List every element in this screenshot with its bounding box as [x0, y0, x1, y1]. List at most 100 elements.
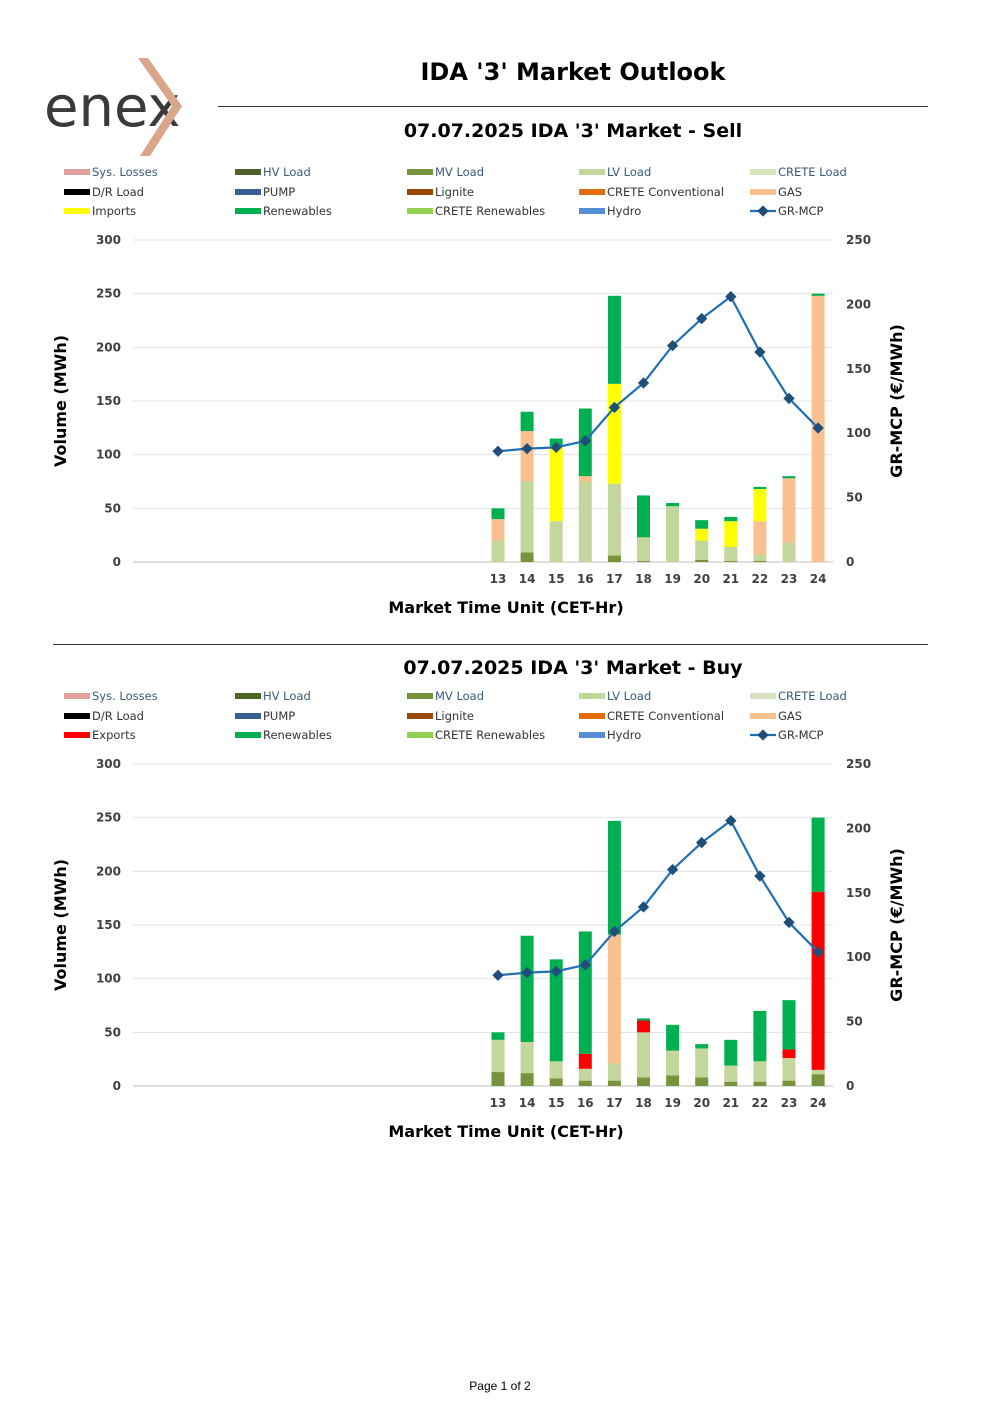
enex-logo: enex	[44, 56, 204, 160]
mcp-point-20	[696, 312, 708, 325]
bar-mv-load-17	[607, 555, 621, 562]
bar-mv-load-24	[811, 1074, 825, 1086]
legend-marker-gr-mcp	[757, 205, 769, 217]
bar-lv-load-22	[753, 1061, 767, 1082]
y2-tick-label: 250	[846, 233, 871, 247]
bar-lv-load-17	[607, 483, 621, 556]
sell-bars	[491, 293, 825, 562]
y-tick-label: 200	[96, 340, 121, 354]
bar-lv-load-15	[549, 521, 563, 562]
bar-renewables-17	[607, 820, 621, 935]
mcp-point-15	[550, 441, 562, 454]
legend-label-lv-load: LV Load	[607, 689, 651, 703]
legend-swatch-hv-load	[235, 169, 261, 175]
bar-mv-load-14	[520, 552, 534, 562]
legend-label-lignite: Lignite	[435, 709, 474, 723]
page-title: IDA '3' Market Outlook	[420, 58, 726, 86]
bar-gas-22	[753, 521, 767, 555]
x-tick-label: 21	[722, 572, 739, 586]
legend-swatch-sys-losses	[64, 693, 90, 699]
x-tick-label: 19	[664, 1096, 681, 1110]
mcp-point-19	[666, 863, 679, 876]
bar-renewables-20	[695, 1044, 709, 1049]
title-divider	[218, 106, 928, 107]
mcp-point-22	[754, 346, 766, 358]
bar-lv-load-15	[549, 1061, 563, 1079]
x-tick-label: 23	[781, 1096, 798, 1110]
bar-renewables-16	[578, 931, 592, 1054]
x-axis-title: Market Time Unit (CET-Hr)	[388, 1122, 623, 1141]
legend-label-crete-conventional: CRETE Conventional	[607, 185, 724, 199]
legend-swatch-lv-load	[579, 169, 605, 175]
sell-legend: Sys. Losses HV Load MV Load LV Load CRETE Lo…	[64, 165, 847, 218]
legend-label-crete-load: CRETE Load	[778, 165, 847, 179]
x-tick-label: 19	[664, 572, 681, 586]
y2-tick-label: 200	[846, 297, 871, 311]
legend-swatch-gas	[750, 713, 776, 719]
bar-gas-17	[607, 934, 621, 1064]
bar-lv-load-22	[753, 554, 767, 561]
bar-lv-load-21	[724, 1065, 738, 1082]
y2-tick-label: 150	[846, 362, 871, 376]
bar-lv-load-17	[607, 1063, 621, 1081]
legend-label-hv-load: HV Load	[263, 689, 311, 703]
legend-label-crete-renewables: CRETE Renewables	[435, 204, 545, 218]
bar-exports-23	[782, 1049, 796, 1059]
bar-renewables-18	[637, 495, 650, 538]
y2-axis-title: GR-MCP (€/MWh)	[887, 848, 906, 1002]
y-tick-label: 150	[96, 394, 121, 408]
y-tick-label: 300	[96, 233, 121, 247]
bar-gas-23	[782, 478, 796, 543]
mcp-point-24	[812, 946, 824, 958]
x-tick-label: 24	[810, 572, 827, 586]
bar-mv-load-21	[724, 560, 738, 562]
x-tick-label: 14	[519, 1096, 536, 1110]
mcp-point-19	[666, 339, 679, 352]
legend-label-mv-load: MV Load	[435, 689, 484, 703]
bar-renewables-14	[520, 411, 534, 432]
legend-swatch-crete-renewables	[407, 732, 433, 738]
mcp-point-16	[579, 959, 591, 971]
legend-label-d-r-load: D/R Load	[92, 709, 144, 723]
page-footer: Page 1 of 2	[469, 1379, 531, 1393]
x-tick-label: 24	[810, 1096, 827, 1110]
logo-x-accent	[138, 58, 182, 156]
bar-mv-load-13	[491, 1072, 505, 1086]
bar-lv-load-14	[520, 1041, 534, 1074]
bar-lv-load-13	[491, 540, 505, 562]
bar-lv-load-14	[520, 481, 534, 553]
legend-label-imports: Imports	[92, 204, 136, 218]
legend-swatch-d-r-load	[64, 713, 90, 719]
mcp-point-15	[550, 965, 562, 978]
bar-lv-load-21	[724, 546, 738, 561]
x-tick-label: 20	[693, 1096, 710, 1110]
legend-swatch-sys-losses	[64, 169, 90, 175]
mcp-point-14	[521, 442, 533, 455]
bar-mv-load-19	[666, 1075, 680, 1086]
mcp-point-18	[637, 377, 650, 389]
bar-mv-load-22	[753, 1081, 767, 1086]
mcp-point-17	[608, 925, 621, 938]
y2-tick-label: 200	[846, 821, 871, 835]
bar-lv-load-18	[637, 537, 650, 561]
x-tick-label: 22	[752, 1096, 769, 1110]
bar-renewables-22	[753, 486, 767, 490]
legend-swatch-lignite	[407, 713, 433, 719]
x-tick-label: 17	[606, 572, 623, 586]
x-tick-label: 22	[752, 572, 769, 586]
bar-lv-load-20	[695, 540, 709, 560]
legend-label-gas: GAS	[778, 709, 802, 723]
legend-swatch-hydro	[579, 732, 605, 738]
bar-gas-13	[491, 519, 505, 541]
y-tick-label: 100	[96, 972, 121, 986]
y-tick-label: 200	[96, 864, 121, 878]
legend-label-renewables: Renewables	[263, 728, 332, 742]
legend-swatch-crete-load	[750, 693, 776, 699]
bar-renewables-20	[695, 520, 709, 529]
bar-renewables-24	[811, 817, 825, 892]
x-tick-label: 14	[519, 572, 536, 586]
x-tick-label: 18	[635, 572, 652, 586]
legend-swatch-pump	[235, 713, 261, 719]
bar-imports-21	[724, 521, 738, 547]
bar-renewables-15	[549, 959, 563, 1062]
